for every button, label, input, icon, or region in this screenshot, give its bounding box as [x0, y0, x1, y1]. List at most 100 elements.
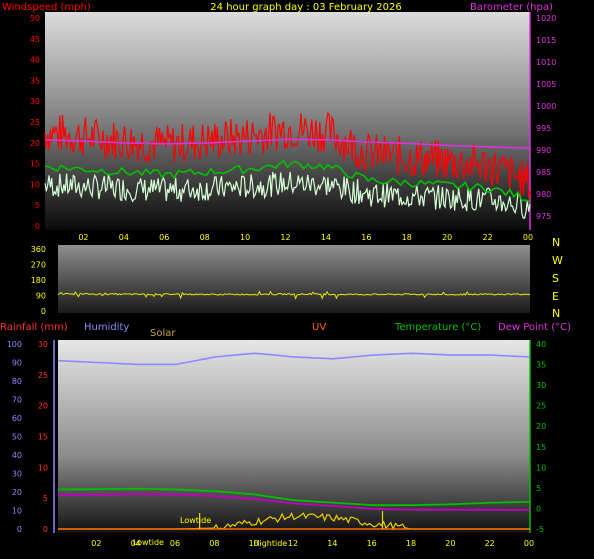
wind-x-tick: 02	[78, 233, 88, 242]
wind-x-tick: 22	[482, 233, 492, 242]
direction-y-tick: 360	[31, 245, 46, 254]
conditions-x-tick: 04	[131, 539, 141, 548]
temperature-y-tick: 25	[536, 402, 546, 411]
wind-direction-line	[57, 290, 531, 300]
wind-x-tick: 12	[280, 233, 290, 242]
tide-label: Lowtide	[180, 516, 211, 525]
temperature-y-tick: 40	[536, 340, 546, 349]
temperature-line	[58, 487, 531, 507]
compass-label-n: N	[552, 307, 560, 320]
humidity-y-tick: 70	[12, 396, 22, 405]
wind-x-tick: 10	[240, 233, 250, 242]
temperature-y-tick: 20	[536, 422, 546, 431]
humidity-line	[57, 352, 531, 366]
temperature-axis-label: Temperature (°C)	[394, 322, 481, 333]
conditions-x-tick: 20	[445, 539, 455, 548]
wind-x-tick: 06	[159, 233, 169, 242]
wind-y-tick: 25	[30, 118, 40, 127]
direction-y-tick: 90	[36, 292, 46, 301]
barometer-line	[44, 138, 531, 149]
rain-y-tick: 10	[38, 463, 48, 472]
wind-x-tick: 00	[523, 233, 533, 242]
wind-x-tick: 18	[402, 233, 412, 242]
direction-y-tick: 270	[31, 261, 46, 270]
wind-y-tick: 35	[30, 76, 40, 85]
baro-y-tick: 1020	[536, 14, 556, 23]
temperature-y-tick: 0	[536, 504, 541, 513]
wind-y-tick: 50	[30, 14, 40, 23]
temperature-y-tick: 15	[536, 443, 546, 452]
conditions-x-tick: 02	[91, 539, 101, 548]
compass-label-n: N	[552, 236, 560, 249]
temperature-y-tick: 35	[536, 361, 546, 370]
baro-y-tick: 1000	[536, 102, 556, 111]
wind-y-tick: 40	[30, 56, 40, 65]
uv-label: UV	[312, 322, 326, 333]
wind-x-tick: 04	[119, 233, 129, 242]
baro-y-tick: 1015	[536, 36, 556, 45]
humidity-y-tick: 40	[12, 451, 22, 460]
wind-panel	[45, 12, 530, 230]
wind-y-tick: 15	[30, 160, 40, 169]
wind-x-tick: 20	[442, 233, 452, 242]
wind-x-tick: 14	[321, 233, 331, 242]
baro-y-tick: 990	[536, 146, 551, 155]
humidity-y-tick: 60	[12, 414, 22, 423]
wind-x-tick: 16	[361, 233, 371, 242]
rain-y-tick: 30	[38, 340, 48, 349]
humidity-axis-label: Humidity	[84, 322, 129, 333]
conditions-x-tick: 14	[327, 539, 337, 548]
rain-y-tick: 0	[43, 525, 48, 534]
conditions-x-tick: 12	[288, 539, 298, 548]
conditions-x-tick: 16	[367, 539, 377, 548]
wind-gust-line	[44, 111, 531, 199]
wind-y-tick: 0	[35, 222, 40, 231]
humidity-y-tick: 80	[12, 377, 22, 386]
wind-y-tick: 5	[35, 201, 40, 210]
humidity-y-tick: 50	[12, 433, 22, 442]
rain-axis-label: Rainfall (mm)	[0, 322, 68, 333]
chart-title: 24 hour graph day : 03 February 2026	[210, 2, 401, 13]
humidity-y-tick: 0	[17, 525, 22, 534]
compass-label-e: E	[552, 290, 559, 303]
humidity-y-tick: 20	[12, 488, 22, 497]
conditions-x-tick: 06	[170, 539, 180, 548]
dewpoint-axis-label: Dew Point (°C)	[498, 322, 571, 333]
baro-y-tick: 985	[536, 168, 551, 177]
humidity-y-tick: 10	[12, 507, 22, 516]
rain-y-tick: 25	[38, 371, 48, 380]
conditions-x-tick: 18	[406, 539, 416, 548]
conditions-x-tick: 00	[524, 539, 534, 548]
temperature-y-tick: -5	[536, 525, 544, 534]
rain-y-tick: 5	[43, 494, 48, 503]
baro-y-tick: 980	[536, 190, 551, 199]
direction-panel	[58, 245, 530, 313]
wind-y-tick: 10	[30, 180, 40, 189]
humidity-y-tick: 90	[12, 359, 22, 368]
rain-y-tick: 15	[38, 433, 48, 442]
direction-y-tick: 0	[41, 307, 46, 316]
conditions-x-tick: 08	[209, 539, 219, 548]
wind-y-tick: 20	[30, 139, 40, 148]
conditions-x-tick: 22	[485, 539, 495, 548]
humidity-y-tick: 30	[12, 470, 22, 479]
solar-label: Solar	[150, 328, 176, 339]
compass-label-w: W	[552, 254, 563, 267]
direction-y-tick: 180	[31, 276, 46, 285]
conditions-x-tick: 10	[249, 539, 259, 548]
baro-y-tick: 995	[536, 124, 551, 133]
tide-label: Lowtide	[133, 538, 164, 547]
temperature-y-tick: 30	[536, 381, 546, 390]
baro-y-tick: 1010	[536, 58, 556, 67]
rain-y-tick: 20	[38, 402, 48, 411]
wind-average-line	[44, 171, 531, 219]
wind-y-tick: 30	[30, 97, 40, 106]
wind-mean-line	[44, 159, 531, 203]
humidity-y-tick: 100	[7, 340, 22, 349]
compass-label-s: S	[552, 272, 559, 285]
temperature-y-tick: 10	[536, 463, 546, 472]
baro-axis-label: Barometer (hpa)	[470, 2, 553, 13]
dewpoint-line	[57, 493, 531, 511]
